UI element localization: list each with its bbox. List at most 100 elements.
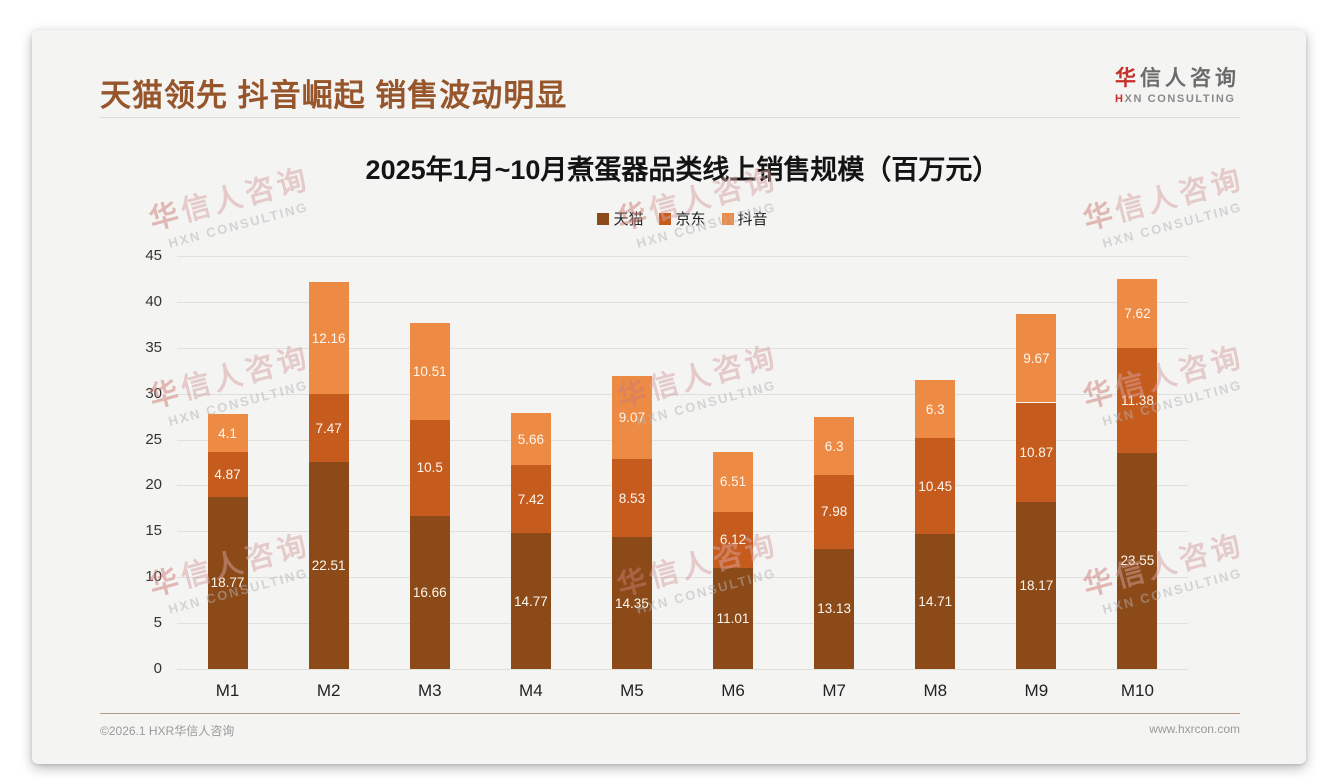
bar-segment-M2-天猫: 22.51 [308, 462, 349, 669]
x-axis-tick-M1: M1 [215, 681, 240, 700]
bar-segment-M3-天猫: 16.66 [409, 516, 450, 669]
legend-item-抖音: 抖音 [721, 208, 768, 229]
bar-value-label: 5.66 [517, 431, 544, 447]
chart-title: 2025年1月~10月煮蛋器品类线上销售规模（百万元） [365, 155, 1000, 185]
bar-value-label: 6.3 [925, 401, 945, 417]
bar-segment-M7-京东: 7.98 [814, 475, 855, 549]
bar-value-label: 10.45 [918, 478, 953, 494]
gridline-y-20 [177, 485, 1188, 487]
bar-segment-M6-天猫: 11.01 [713, 567, 754, 669]
bar-segment-M8-天猫: 14.71 [915, 534, 956, 669]
y-axis-tick-0: 0 [153, 660, 162, 677]
bar-segment-M5-京东: 8.53 [611, 459, 652, 538]
bar-value-label: 18.77 [210, 575, 245, 591]
x-axis-tick-M3: M3 [417, 681, 442, 700]
bar-value-label: 22.51 [311, 558, 346, 574]
gridline-y-0 [177, 669, 1188, 670]
bar-segment-M2-京东: 7.47 [308, 393, 349, 463]
bar-segment-M10-京东: 11.38 [1117, 348, 1158, 453]
bar-segment-M5-天猫: 14.35 [611, 537, 652, 669]
page-title: 天猫领先 抖音崛起 销售波动明显 [100, 78, 568, 113]
bar-segment-M5-抖音: 9.07 [611, 375, 652, 460]
bar-value-label: 12.16 [311, 330, 346, 346]
bar-value-label: 6.12 [719, 532, 747, 548]
bar-value-label: 10.5 [416, 460, 443, 476]
x-axis-tick-M2: M2 [316, 681, 341, 700]
x-axis-tick-M9: M9 [1024, 681, 1049, 700]
bar-segment-M4-抖音: 5.66 [510, 413, 551, 466]
bar-segment-M3-抖音: 10.51 [409, 323, 450, 420]
bar-segment-M9-京东: 10.87 [1016, 402, 1057, 503]
bar-value-label: 11.01 [716, 610, 750, 626]
legend-swatch-icon [597, 212, 610, 225]
bar-value-label: 4.87 [214, 466, 241, 482]
legend-label: 抖音 [737, 211, 768, 228]
website-text: www.hxrcon.com [1149, 722, 1240, 736]
bar-segment-M9-抖音: 9.67 [1016, 313, 1057, 403]
bar-value-label: 4.1 [218, 425, 237, 441]
bar-value-label: 9.07 [618, 409, 646, 425]
bar-value-label: 13.13 [817, 601, 852, 617]
bar-segment-M1-京东: 4.87 [207, 452, 248, 497]
bar-value-label: 7.62 [1124, 305, 1151, 321]
bar-segment-M1-天猫: 18.77 [207, 496, 248, 669]
bar-value-label: 18.17 [1019, 578, 1054, 594]
bar-segment-M9-天猫: 18.17 [1016, 502, 1057, 669]
bar-segment-M8-京东: 10.45 [915, 438, 956, 534]
y-axis-tick-15: 15 [145, 522, 162, 540]
legend-label: 京东 [675, 211, 706, 228]
brand-logo-chinese: 华信人咨询 [1115, 62, 1240, 92]
y-axis-tick-10: 10 [145, 568, 162, 586]
footer: ©2026.1 HXR华信人咨询 www.hxrcon.com [100, 722, 1240, 739]
bar-value-label: 11.38 [1121, 393, 1154, 409]
x-axis-tick-M10: M10 [1120, 681, 1154, 700]
legend-swatch-icon [659, 212, 672, 225]
bar-value-label: 6.51 [719, 474, 747, 490]
x-axis-tick-M7: M7 [822, 681, 846, 700]
legend-item-京东: 京东 [659, 208, 706, 229]
bar-value-label: 14.77 [513, 593, 548, 609]
x-axis-tick-M4: M4 [519, 681, 543, 700]
y-axis-tick-20: 20 [145, 476, 162, 494]
gridline-y-40 [177, 301, 1188, 303]
bar-value-label: 7.98 [821, 504, 848, 520]
bar-value-label: 7.42 [517, 491, 544, 507]
legend-item-天猫: 天猫 [597, 208, 643, 229]
bar-segment-M7-抖音: 6.3 [814, 417, 855, 476]
bar-value-label: 16.66 [412, 585, 447, 601]
plot-area: 0 5 10 15 20 25 30 35 40 45 18.77 4.87 4.1 M1 22.51 7.4… [145, 247, 1188, 700]
bar-value-label: 6.3 [824, 438, 844, 454]
bar-segment-M4-京东: 7.42 [510, 465, 551, 534]
bar-segment-M10-抖音: 7.62 [1117, 278, 1158, 349]
bar-value-label: 8.53 [618, 490, 646, 506]
bar-segment-M1-抖音: 4.1 [207, 414, 248, 453]
brand-logo-gray-chars: 信人咨询 [1140, 67, 1240, 90]
brand-logo-red-letter: H [1115, 93, 1125, 105]
bar-segment-M4-天猫: 14.77 [510, 533, 551, 669]
bar-segment-M3-京东: 10.5 [409, 419, 450, 517]
bar-segment-M7-天猫: 13.13 [814, 548, 855, 669]
footer-divider [100, 713, 1240, 714]
bar-value-label: 7.47 [315, 420, 342, 436]
bar-value-label: 14.71 [918, 594, 953, 609]
y-axis-tick-5: 5 [153, 614, 162, 632]
bar-segment-M10-天猫: 23.55 [1117, 452, 1158, 669]
brand-logo-english: HXN CONSULTING [1115, 93, 1240, 105]
gridline-y-15 [177, 531, 1188, 533]
gridline-y-10 [177, 577, 1188, 579]
bar-value-label: 9.67 [1023, 350, 1050, 366]
legend-label: 天猫 [613, 211, 644, 228]
gridline-y-35 [177, 347, 1188, 349]
gridline-y-45 [177, 256, 1188, 257]
x-axis-tick-M5: M5 [620, 681, 644, 700]
y-axis-tick-40: 40 [145, 292, 162, 310]
gridline-y-30 [177, 393, 1188, 395]
bar-value-label: 10.51 [412, 364, 447, 379]
bar-value-label: 14.35 [615, 595, 649, 611]
bar-segment-M8-抖音: 6.3 [915, 380, 956, 439]
header-divider [100, 117, 1240, 118]
bar-segment-M6-京东: 6.12 [713, 511, 754, 568]
y-axis-tick-45: 45 [145, 247, 162, 264]
brand-logo-red-char: 华 [1115, 67, 1140, 90]
y-axis-tick-35: 35 [145, 338, 162, 356]
